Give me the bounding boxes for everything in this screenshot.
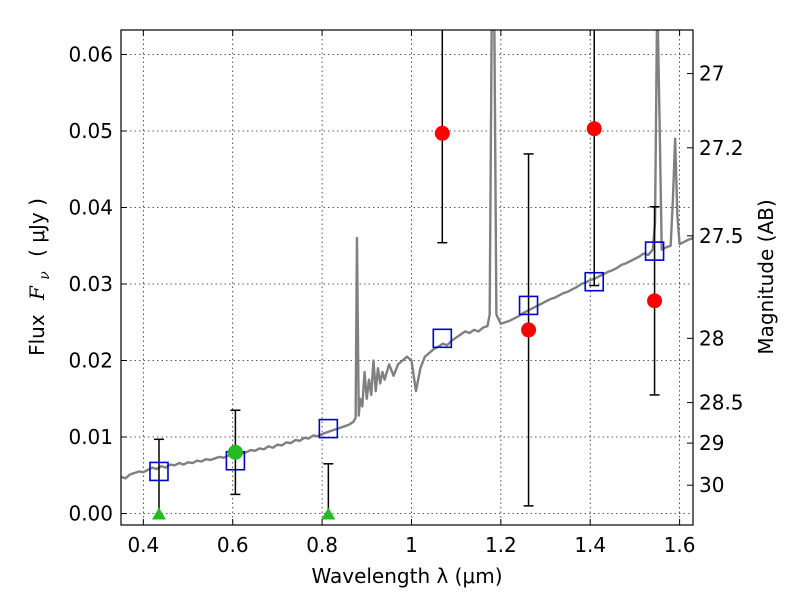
right-tick-label: 29 xyxy=(699,431,724,455)
svg-text:Flux F ν: Flux F ν ( μJy ) xyxy=(25,198,54,356)
y-axis-title: Flux F ν ( μJy ) xyxy=(25,198,54,356)
right-tick-label: 30 xyxy=(699,473,724,497)
grid xyxy=(121,30,693,525)
y-tick-label: 0.04 xyxy=(68,195,113,219)
right-tick-label: 27.5 xyxy=(699,224,744,248)
right-tick-label: 28 xyxy=(699,326,724,350)
x-axis-title: Wavelength λ (μm) xyxy=(311,564,502,588)
y-axis-title-unit: ( μJy ) xyxy=(25,198,49,257)
y-tick-label: 0.05 xyxy=(68,119,113,143)
y-tick-label: 0.02 xyxy=(68,349,113,373)
x-tick-label: 1 xyxy=(405,533,418,557)
measurement-point xyxy=(647,293,663,309)
y-tick-label: 0.01 xyxy=(68,425,113,449)
y-tick-label: 0.06 xyxy=(68,42,113,66)
model-point-marker xyxy=(318,418,339,439)
x-tick-label: 1.2 xyxy=(485,533,517,557)
upper-limit-marker xyxy=(151,507,166,520)
x-tick-label: 0.6 xyxy=(217,533,249,557)
x-tick-label: 1.6 xyxy=(664,533,696,557)
model-point-marker xyxy=(149,461,169,482)
x-tick-label: 0.8 xyxy=(306,533,338,557)
x-tick-label: 1.4 xyxy=(574,533,606,557)
data-layer xyxy=(121,30,693,520)
model-point-marker xyxy=(584,271,605,292)
right-tick-label: 27 xyxy=(699,62,724,86)
model-point-marker xyxy=(644,241,665,261)
model-point-marker xyxy=(432,328,453,349)
y-tick-label: 0.00 xyxy=(68,502,113,526)
measurement-point xyxy=(434,125,450,141)
y-tick-label: 0.03 xyxy=(68,272,113,296)
y-axis-right-title: Magnitude (AB) xyxy=(754,199,778,354)
plot-background xyxy=(121,30,693,525)
right-tick-label: 27.2 xyxy=(699,136,744,160)
y-axis-title-text: Flux xyxy=(25,314,49,356)
upper-limit-marker xyxy=(321,507,336,520)
right-tick-label: 28.5 xyxy=(699,391,744,415)
y-axis-title-subscript: ν xyxy=(37,271,53,280)
model-point-marker xyxy=(518,295,539,316)
x-tick-label: 0.4 xyxy=(127,533,159,557)
axes: 0.4 0.6 0.8 1 1.2 1.4 1.6 0.00 0.01 0.02 0.03 0.04 0… xyxy=(68,30,744,557)
measurement-point xyxy=(227,444,243,460)
measurement-point xyxy=(521,322,537,338)
measurement-point xyxy=(586,121,602,137)
y-axis-title-symbol: F xyxy=(25,285,49,301)
plot-frame xyxy=(120,29,694,526)
